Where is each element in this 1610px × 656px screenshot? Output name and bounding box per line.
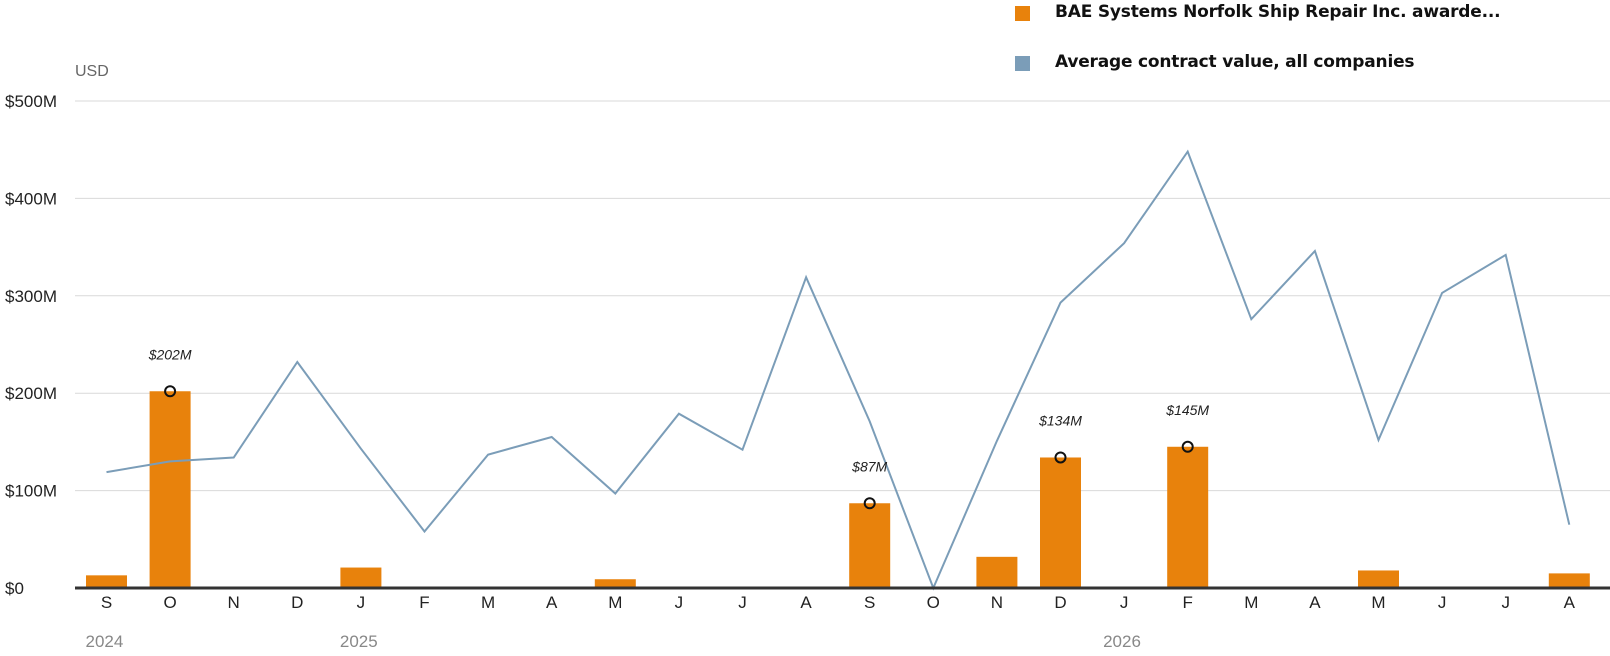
x-tick-label: J — [1438, 593, 1447, 612]
bar — [86, 575, 127, 588]
year-label: 2024 — [86, 632, 124, 651]
data-label: $87M — [851, 458, 887, 474]
x-tick-label: N — [228, 593, 240, 612]
x-tick-label: F — [1183, 593, 1193, 612]
gridlines — [75, 100, 1610, 492]
bar — [976, 556, 1018, 588]
legend-label-average: Average contract value, all companies — [1055, 52, 1415, 72]
y-tick-label: $100M — [5, 482, 57, 501]
year-label: 2026 — [1103, 632, 1141, 651]
bar — [1040, 457, 1081, 588]
bar — [149, 391, 191, 588]
legend-swatch-bae — [1015, 6, 1030, 21]
legend-swatch-average — [1015, 56, 1030, 71]
average-line — [106, 149, 1571, 591]
bar — [849, 503, 891, 588]
x-tick-label: D — [291, 593, 303, 612]
x-tick-label: A — [1309, 593, 1321, 612]
annotation-marker — [164, 385, 177, 398]
x-tick-label: M — [1371, 593, 1385, 612]
annotation-marker — [1181, 440, 1194, 453]
x-tick-label: S — [101, 593, 112, 612]
data-label: $202M — [148, 346, 192, 362]
x-tick-label: J — [675, 593, 684, 612]
bar — [1358, 570, 1399, 588]
y-tick-label: $500M — [5, 92, 57, 111]
legend-label-bae: BAE Systems Norfolk Ship Repair Inc. awa… — [1055, 2, 1501, 22]
line-series — [106, 149, 1571, 591]
annotations: $202M $87M $134M $145M — [148, 346, 1209, 510]
y-tick-label: $200M — [5, 384, 57, 403]
year-label: 2025 — [340, 632, 378, 651]
x-tick-label: J — [738, 593, 747, 612]
bar-series — [86, 391, 1590, 588]
bar — [1548, 573, 1590, 588]
x-tick-label: A — [1564, 593, 1576, 612]
x-tick-label: J — [357, 593, 366, 612]
y-axis-ticks: $0 $100M $200M $300M $400M $500M — [5, 92, 57, 598]
y-unit-label: USD — [75, 63, 109, 80]
bar — [594, 579, 636, 588]
x-tick-label: M — [608, 593, 622, 612]
x-tick-label: F — [419, 593, 429, 612]
x-tick-label: A — [546, 593, 558, 612]
x-tick-label: N — [991, 593, 1003, 612]
y-tick-label: $400M — [5, 189, 57, 208]
bar — [1167, 446, 1209, 588]
x-tick-label: S — [864, 593, 875, 612]
x-tick-label: J — [1120, 593, 1129, 612]
year-labels: 2024 2025 2026 — [86, 632, 1141, 651]
annotation-marker — [1054, 451, 1067, 464]
data-label: $145M — [1165, 402, 1209, 418]
annotation-marker — [863, 497, 876, 510]
x-tick-label: J — [1501, 593, 1510, 612]
bar — [340, 567, 382, 588]
x-tick-label: M — [481, 593, 495, 612]
x-tick-label: A — [800, 593, 812, 612]
x-tick-label: O — [927, 593, 940, 612]
y-tick-label: $300M — [5, 287, 57, 306]
x-tick-label: M — [1244, 593, 1258, 612]
x-tick-label: O — [163, 593, 176, 612]
data-label: $134M — [1038, 412, 1082, 428]
y-tick-label: $0 — [5, 579, 24, 598]
x-tick-label: D — [1054, 593, 1066, 612]
